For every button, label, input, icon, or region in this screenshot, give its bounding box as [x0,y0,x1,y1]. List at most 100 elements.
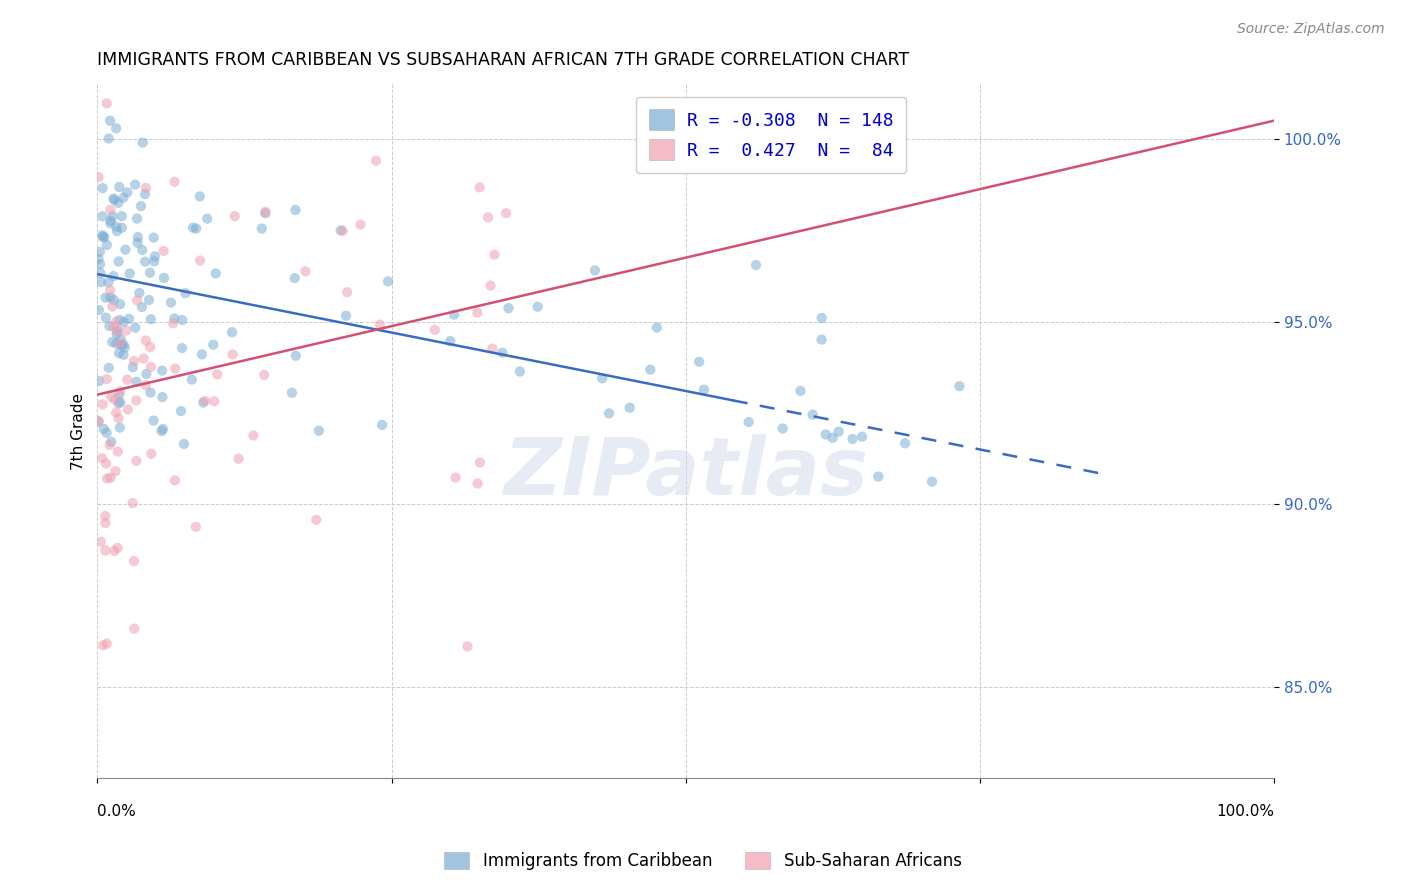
Point [103,544,125,558]
Point [139,266,162,280]
Point [122,554,145,568]
Text: 100.0%: 100.0% [1216,805,1274,820]
Point [125,211,148,226]
Point [921,475,943,489]
Point [87,252,110,266]
Point [131,243,153,257]
Point [205,368,228,382]
Point [134,187,156,202]
Point [153,271,176,285]
Point [143,249,166,263]
Point [108,346,131,360]
Point [117,186,139,200]
Point [105,315,128,329]
Point [100,290,122,304]
Point [170,341,193,355]
Point [810,310,832,325]
Point [368,318,391,332]
Point [125,375,148,389]
Point [465,306,488,320]
Point [100,390,122,404]
Point [851,430,873,444]
Point [139,385,162,400]
Point [135,334,157,348]
Point [93,230,115,244]
Point [645,320,668,334]
Point [131,300,153,314]
Point [138,293,160,307]
Point [456,640,478,654]
Point [107,195,129,210]
Point [332,224,354,238]
Point [135,378,157,392]
Point [254,204,277,219]
Point [224,209,246,223]
Point [598,406,620,420]
Point [105,121,128,136]
Point [100,216,122,230]
Point [125,293,148,308]
Point [98,283,121,297]
Point [204,267,226,281]
Point [101,334,124,349]
Point [745,258,768,272]
Point [479,278,502,293]
Point [135,367,157,381]
Point [336,285,359,300]
Point [89,374,111,388]
Point [141,447,163,461]
Legend: R = -0.308  N = 148, R =  0.427  N =  84: R = -0.308 N = 148, R = 0.427 N = 84 [637,96,905,173]
Point [91,397,114,411]
Point [122,354,145,368]
Point [108,180,131,194]
Point [127,230,149,244]
Point [117,402,139,417]
Point [583,263,606,277]
Point [91,181,114,195]
Point [242,428,264,442]
Text: IMMIGRANTS FROM CARIBBEAN VS SUBSAHARAN AFRICAN 7TH GRADE CORRELATION CHART: IMMIGRANTS FROM CARIBBEAN VS SUBSAHARAN … [97,51,910,69]
Point [640,362,662,376]
Point [135,181,157,195]
Point [371,417,394,432]
Point [112,337,135,351]
Point [90,275,112,289]
Y-axis label: 7th Grade: 7th Grade [72,392,86,470]
Point [105,219,128,234]
Point [96,425,118,440]
Point [107,396,129,410]
Point [170,404,193,418]
Point [163,474,186,488]
Point [439,334,461,348]
Point [94,291,117,305]
Point [89,266,111,280]
Point [105,324,128,338]
Point [443,308,465,322]
Point [254,206,277,220]
Point [87,303,110,318]
Point [152,244,174,258]
Point [132,351,155,366]
Point [172,313,194,327]
Point [377,274,399,288]
Point [96,238,118,252]
Point [253,368,276,382]
Point [94,310,117,325]
Point [108,387,131,401]
Point [124,320,146,334]
Point [108,336,131,351]
Point [115,324,138,338]
Text: ZIPatlas: ZIPatlas [503,434,869,512]
Point [103,319,125,334]
Point [122,622,145,636]
Point [284,349,307,363]
Point [118,311,141,326]
Point [103,193,125,207]
Point [134,254,156,268]
Point [591,371,613,385]
Point [98,319,121,334]
Point [105,326,128,341]
Point [180,372,202,386]
Point [173,437,195,451]
Point [107,541,129,555]
